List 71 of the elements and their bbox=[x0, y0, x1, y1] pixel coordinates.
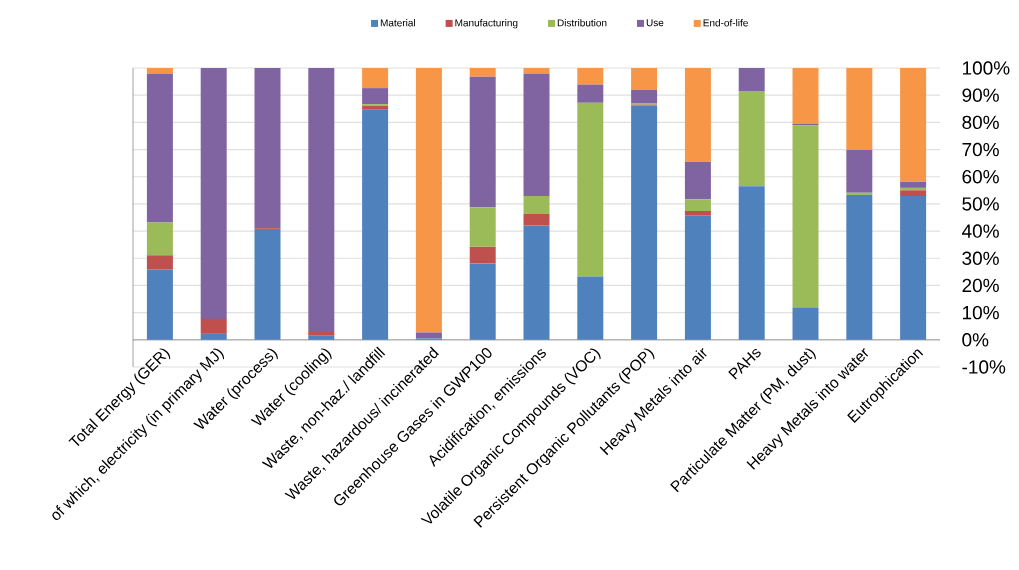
bar bbox=[631, 68, 658, 90]
bar bbox=[631, 105, 658, 340]
bar bbox=[523, 225, 550, 340]
y-tick-label: 40% bbox=[961, 224, 999, 238]
bar bbox=[308, 331, 335, 336]
bar bbox=[200, 68, 227, 319]
bar bbox=[900, 68, 927, 182]
bar bbox=[362, 68, 389, 89]
bar bbox=[523, 196, 550, 214]
bar bbox=[146, 269, 173, 340]
legend-label: Use bbox=[646, 19, 664, 27]
bar bbox=[415, 332, 442, 339]
y-tick-label: 10% bbox=[962, 305, 999, 320]
bar bbox=[469, 68, 496, 77]
y-tick-label: 20% bbox=[962, 278, 999, 293]
y-tick-label: 90% bbox=[962, 88, 999, 102]
bar bbox=[684, 199, 711, 211]
bar bbox=[200, 318, 227, 334]
bar bbox=[577, 84, 604, 103]
bar bbox=[846, 192, 873, 195]
bar bbox=[684, 161, 711, 200]
bar bbox=[469, 263, 496, 340]
bar bbox=[738, 68, 765, 92]
bar bbox=[469, 207, 496, 247]
bar bbox=[308, 335, 335, 340]
legend-label: Material bbox=[380, 19, 415, 27]
bar bbox=[308, 68, 335, 332]
bar bbox=[469, 246, 496, 264]
bar bbox=[146, 255, 173, 270]
bar bbox=[146, 68, 173, 74]
bar bbox=[631, 89, 658, 104]
bar bbox=[900, 190, 927, 197]
y-tick-label: -10% bbox=[962, 360, 1006, 374]
bar bbox=[900, 196, 927, 340]
bar bbox=[146, 222, 173, 256]
bar bbox=[362, 109, 389, 340]
bar bbox=[738, 91, 765, 187]
bar bbox=[146, 73, 173, 223]
legend-label: Manufacturing bbox=[455, 19, 518, 29]
legend-label: End-of-life bbox=[703, 19, 748, 27]
bar bbox=[846, 150, 873, 193]
bar bbox=[684, 210, 711, 216]
bar bbox=[577, 68, 604, 85]
bar bbox=[523, 73, 550, 197]
bar bbox=[523, 213, 550, 226]
bar bbox=[684, 68, 711, 162]
y-tick-label: 100% bbox=[962, 61, 1010, 75]
y-tick-label: 30% bbox=[962, 251, 999, 265]
bar bbox=[900, 181, 927, 188]
bar bbox=[792, 68, 819, 124]
y-tick-label: 50% bbox=[962, 197, 999, 211]
bar bbox=[846, 194, 873, 340]
bar bbox=[846, 68, 873, 151]
y-tick-label: 80% bbox=[962, 115, 999, 130]
bar bbox=[577, 276, 604, 340]
bar bbox=[684, 215, 711, 340]
bar bbox=[415, 68, 442, 333]
bar bbox=[792, 307, 819, 340]
y-tick-label: 60% bbox=[962, 170, 999, 184]
bar bbox=[523, 68, 550, 74]
bar bbox=[469, 76, 496, 208]
bar bbox=[254, 228, 281, 340]
bar bbox=[254, 68, 281, 229]
y-tick-label: 70% bbox=[962, 142, 999, 157]
y-tick-label: 0% bbox=[962, 333, 989, 347]
bar bbox=[792, 125, 819, 308]
bar bbox=[362, 88, 389, 105]
bar bbox=[577, 102, 604, 277]
bar bbox=[738, 186, 765, 340]
bar bbox=[200, 333, 227, 340]
legend-label: Distribution bbox=[557, 19, 607, 27]
